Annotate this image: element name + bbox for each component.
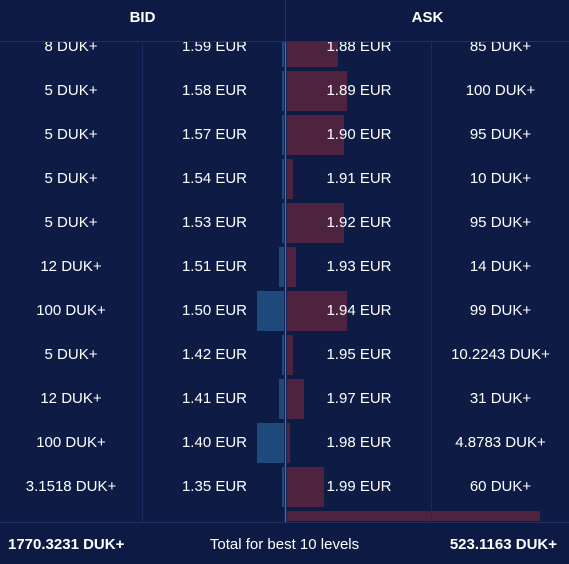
order-book[interactable]: 8 DUK+ 1.59 EUR 1.88 EUR 85 DUK+ 5 DUK+ 1.58 … xyxy=(0,42,569,522)
ask-price: 1.92 EUR xyxy=(326,214,392,231)
ask-depth-bar xyxy=(287,335,293,375)
bid-quantity: 5 DUK+ xyxy=(44,126,98,143)
bid-price: 1.41 EUR xyxy=(181,390,248,407)
orderbook-header: BID ASK xyxy=(0,0,569,42)
ask-price: 1.91 EUR xyxy=(326,170,392,187)
bid-quantity: 5 DUK+ xyxy=(44,346,98,363)
ask-quantity: 100 DUK+ xyxy=(465,82,536,99)
orderbook-row[interactable]: 8 DUK+ 1.59 EUR 1.88 EUR 85 DUK+ xyxy=(0,42,569,69)
bid-depth-bar xyxy=(282,71,285,111)
ask-depth-bar xyxy=(287,203,344,243)
ask-quantity: 99 DUK+ xyxy=(469,302,532,319)
ask-quantity: 10.2243 DUK+ xyxy=(451,346,550,363)
ask-depth-bar xyxy=(287,423,290,463)
orderbook-footer: Total for best 10 levels 1770.3231 DUK+ … xyxy=(0,522,569,564)
bid-total: 1770.3231 DUK+ xyxy=(8,536,125,553)
bid-quantity: 100 DUK+ xyxy=(36,434,106,451)
order-book-rows: 8 DUK+ 1.59 EUR 1.88 EUR 85 DUK+ 5 DUK+ 1.58 … xyxy=(0,42,569,509)
bid-depth-bar xyxy=(257,423,285,463)
bid-quantity: 5 DUK+ xyxy=(44,214,98,231)
orderbook-row[interactable]: 12 DUK+ 1.51 EUR 1.93 EUR 14 DUK+ xyxy=(0,245,569,289)
ask-quantity: 95 DUK+ xyxy=(469,214,532,231)
bid-price: 1.58 EUR xyxy=(181,82,248,99)
bid-depth-bar xyxy=(257,291,285,331)
ask-quantity: 31 DUK+ xyxy=(469,390,532,407)
bid-price: 1.57 EUR xyxy=(181,126,248,143)
header-divider xyxy=(285,0,286,42)
bottom-ask-depth-bar xyxy=(287,511,540,521)
orderbook-row[interactable]: 5 DUK+ 1.53 EUR 1.92 EUR 95 DUK+ xyxy=(0,201,569,245)
bid-quantity: 5 DUK+ xyxy=(44,170,98,187)
ask-depth-bar xyxy=(287,159,293,199)
orderbook-row[interactable]: 12 DUK+ 1.41 EUR 1.97 EUR 31 DUK+ xyxy=(0,377,569,421)
bid-depth-bar xyxy=(282,42,285,67)
bid-quantity: 12 DUK+ xyxy=(40,258,102,275)
ask-quantity: 60 DUK+ xyxy=(469,478,532,495)
bid-quantity: 12 DUK+ xyxy=(40,390,102,407)
ask-quantity: 95 DUK+ xyxy=(469,126,532,143)
ask-price: 1.99 EUR xyxy=(326,478,392,495)
ask-price: 1.88 EUR xyxy=(326,42,392,55)
ask-depth-bar xyxy=(287,291,347,331)
bid-depth-bar xyxy=(282,335,285,375)
bid-depth-bar xyxy=(279,379,285,419)
orderbook-row[interactable]: 5 DUK+ 1.54 EUR 1.91 EUR 10 DUK+ xyxy=(0,157,569,201)
bid-price: 1.53 EUR xyxy=(181,214,248,231)
ask-price: 1.90 EUR xyxy=(326,126,392,143)
bid-depth-bar xyxy=(282,467,285,507)
ask-depth-bar xyxy=(287,467,324,507)
orderbook-row[interactable]: 5 DUK+ 1.42 EUR 1.95 EUR 10.2243 DUK+ xyxy=(0,333,569,377)
bid-quantity: 3.1518 DUK+ xyxy=(25,478,117,495)
bid-price: 1.40 EUR xyxy=(181,434,248,451)
spread-divider xyxy=(284,42,287,522)
orderbook-row[interactable]: 100 DUK+ 1.50 EUR 1.94 EUR 99 DUK+ xyxy=(0,289,569,333)
orderbook-row[interactable]: 5 DUK+ 1.58 EUR 1.89 EUR 100 DUK+ xyxy=(0,69,569,113)
ask-depth-bar xyxy=(287,115,344,155)
ask-column-divider xyxy=(431,42,432,522)
bid-quantity: 8 DUK+ xyxy=(44,42,98,55)
orderbook-row[interactable]: 5 DUK+ 1.57 EUR 1.90 EUR 95 DUK+ xyxy=(0,113,569,157)
bid-depth-bar xyxy=(282,115,285,155)
orderbook-row[interactable]: 3.1518 DUK+ 1.35 EUR 1.99 EUR 60 DUK+ xyxy=(0,465,569,509)
ask-price: 1.95 EUR xyxy=(326,346,392,363)
bid-depth-bar xyxy=(282,203,285,243)
bid-quantity: 100 DUK+ xyxy=(36,302,106,319)
ask-price: 1.97 EUR xyxy=(326,390,392,407)
totals-label: Total for best 10 levels xyxy=(209,536,360,553)
bid-column-header: BID xyxy=(129,9,156,26)
ask-depth-bar xyxy=(287,379,304,419)
ask-depth-bar xyxy=(287,71,347,111)
ask-quantity: 85 DUK+ xyxy=(469,42,532,55)
bid-depth-bar xyxy=(279,247,285,287)
ask-quantity: 4.8783 DUK+ xyxy=(455,434,546,451)
ask-total: 523.1163 DUK+ xyxy=(449,536,557,553)
bid-quantity: 5 DUK+ xyxy=(44,82,98,99)
bid-depth-bar xyxy=(282,159,285,199)
orderbook-row[interactable]: 100 DUK+ 1.40 EUR 1.98 EUR 4.8783 DUK+ xyxy=(0,421,569,465)
bid-price: 1.59 EUR xyxy=(181,42,248,55)
bid-price: 1.42 EUR xyxy=(181,346,248,363)
ask-column-header: ASK xyxy=(411,9,444,26)
ask-price: 1.89 EUR xyxy=(326,82,392,99)
ask-quantity: 10 DUK+ xyxy=(469,170,532,187)
ask-depth-bar xyxy=(287,247,296,287)
bid-price: 1.51 EUR xyxy=(181,258,248,275)
bid-price: 1.35 EUR xyxy=(181,478,248,495)
ask-quantity: 14 DUK+ xyxy=(469,258,532,275)
ask-price: 1.94 EUR xyxy=(326,302,392,319)
bid-price: 1.54 EUR xyxy=(181,170,248,187)
bid-column-divider xyxy=(142,42,143,522)
ask-price: 1.93 EUR xyxy=(326,258,392,275)
bid-price: 1.50 EUR xyxy=(181,302,248,319)
ask-depth-bar xyxy=(287,42,338,67)
ask-price: 1.98 EUR xyxy=(326,434,392,451)
